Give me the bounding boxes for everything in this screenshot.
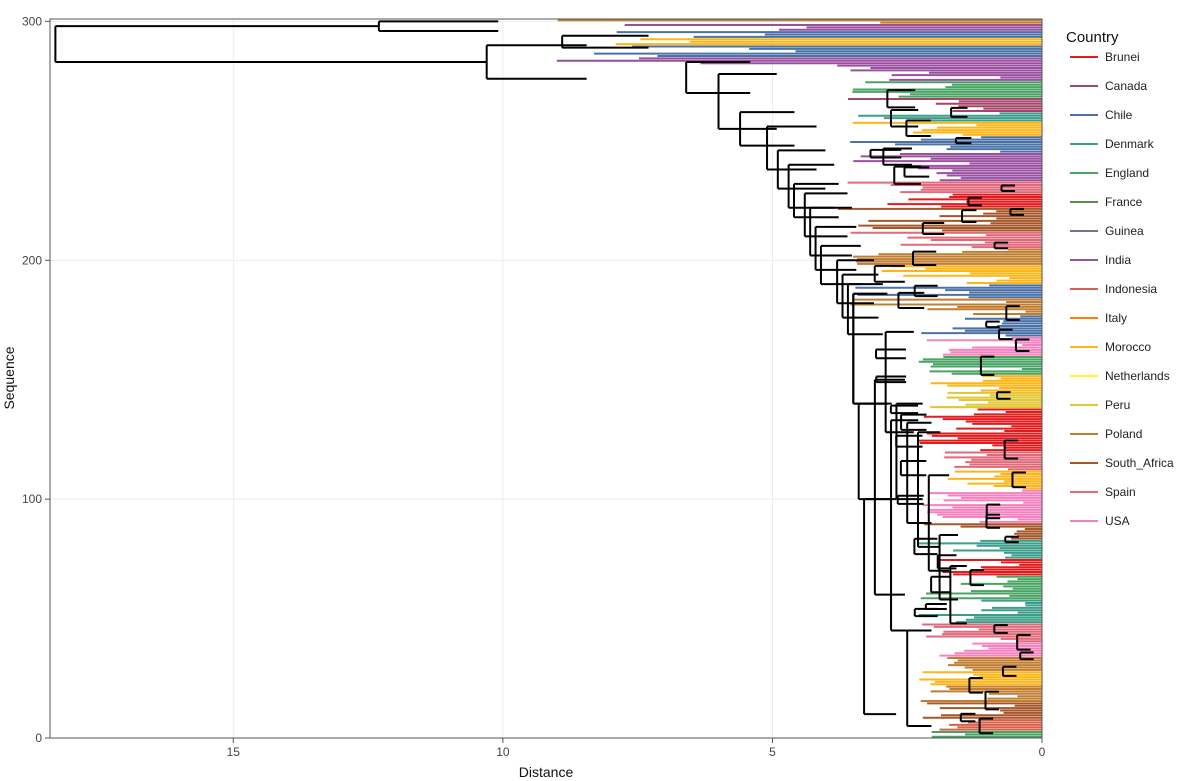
legend-label: Canada [1105, 79, 1147, 93]
x-tick-label: 0 [1039, 745, 1046, 759]
x-tick-label: 10 [496, 745, 510, 759]
legend-label: Spain [1105, 485, 1136, 499]
legend-label: Morocco [1105, 340, 1151, 354]
legend-label: England [1105, 166, 1149, 180]
axes: 15 10 5 0 0 100 200 300 [22, 14, 1046, 759]
legend-label: Poland [1105, 427, 1142, 441]
y-tick-label: 300 [22, 14, 42, 28]
legend-label: Denmark [1105, 137, 1155, 151]
y-tick-label: 0 [35, 731, 42, 745]
legend-title: Country [1066, 29, 1119, 46]
x-tick-label: 15 [227, 745, 241, 759]
x-tick-label: 5 [769, 745, 776, 759]
legend-label: South_Africa [1105, 456, 1174, 470]
y-tick-label: 200 [22, 253, 42, 267]
leaf-branches [556, 19, 1042, 738]
legend-label: Indonesia [1105, 282, 1157, 296]
legend-label: Italy [1105, 311, 1127, 325]
legend-label: India [1105, 253, 1131, 267]
legend-label: Chile [1105, 108, 1133, 122]
legend-label: Guinea [1105, 224, 1144, 238]
legend-label: France [1105, 195, 1143, 209]
x-axis-title: Distance [519, 764, 574, 780]
legend-label: Peru [1105, 398, 1130, 412]
y-axis-title: Sequence [1, 346, 17, 409]
legend-label: Brunei [1105, 50, 1140, 64]
legend-label: Netherlands [1105, 369, 1170, 383]
plot-frame [49, 18, 1043, 739]
y-tick-label: 100 [22, 492, 42, 506]
legend-label: USA [1105, 514, 1130, 528]
tree-backbone [54, 20, 1034, 735]
legend: Brunei Canada Chile Denmark England France Gui… [1070, 50, 1174, 528]
